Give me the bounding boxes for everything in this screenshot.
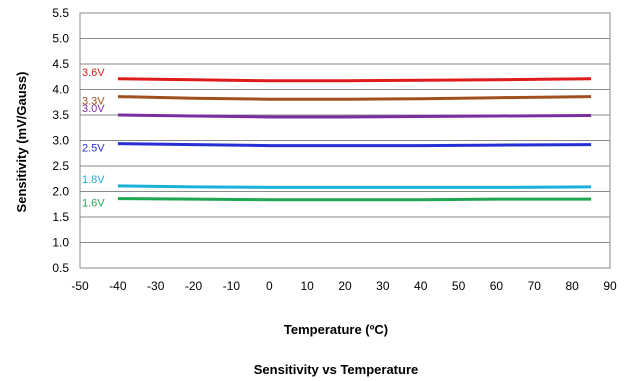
x-tick-label: 10 <box>300 279 314 293</box>
x-tick-label: 0 <box>266 279 273 293</box>
y-tick-label: 3.5 <box>52 108 69 122</box>
series-labels: 3.6V 3.3V3.0V 2.5V 1.8V 1.6V <box>82 67 105 210</box>
y-tick-label: 5.0 <box>52 32 69 46</box>
chart-title: Sensitivity vs Temperature <box>254 362 419 377</box>
x-tick-label: -20 <box>185 279 203 293</box>
series-label-5: 1.6V <box>82 198 105 210</box>
y-tick-label: 4.0 <box>52 83 69 97</box>
y-tick-label: 5.5 <box>52 6 69 20</box>
series-line-1 <box>117 95 592 101</box>
x-tick-label: 80 <box>565 279 579 293</box>
series-line-5 <box>117 197 592 202</box>
x-axis-title: Temperature (ºC) <box>284 322 388 337</box>
y-axis-title: Sensitivity (mV/Gauss) <box>14 72 29 213</box>
series-label-1: 3.3V <box>82 96 105 108</box>
grid-lines <box>80 12 610 269</box>
y-tick-label: 4.5 <box>52 57 69 71</box>
y-tick-label: 2.5 <box>52 159 69 173</box>
x-tick-label: 50 <box>452 279 466 293</box>
x-tick-label: -30 <box>147 279 165 293</box>
series-line-3 <box>117 142 592 148</box>
x-tick-label: 20 <box>338 279 352 293</box>
series-label-2: 3.0V <box>82 103 105 115</box>
y-tick-label: 1.0 <box>52 236 69 250</box>
x-tick-labels: -50 -40 -30 -20 -10 0 10 20 30 40 50 60 70 80 90 <box>71 279 617 293</box>
series-label-3: 2.5V <box>82 143 105 155</box>
y-tick-labels: 0.5 1.0 1.5 2.0 2.5 3.0 3.5 4.0 4.5 5.0 5.5 <box>52 6 69 275</box>
x-tick-label: -40 <box>109 279 127 293</box>
x-tick-label: 30 <box>376 279 390 293</box>
x-tick-label: -50 <box>71 279 89 293</box>
y-tick-label: 1.5 <box>52 210 69 224</box>
y-tick-label: 0.5 <box>52 261 69 275</box>
x-tick-label: 40 <box>414 279 428 293</box>
y-tick-label: 2.0 <box>52 185 69 199</box>
series-line-0 <box>117 77 592 83</box>
plot-area-frame <box>79 12 611 269</box>
series-label-0: 3.6V <box>82 67 105 79</box>
x-tick-label: 70 <box>528 279 542 293</box>
y-tick-label: 3.0 <box>52 134 69 148</box>
series-line-2 <box>117 113 592 119</box>
series-line-4 <box>117 184 592 189</box>
series-label-4: 1.8V <box>82 174 105 186</box>
series-lines <box>117 77 592 202</box>
x-tick-label: 90 <box>603 279 617 293</box>
x-tick-label: -10 <box>223 279 241 293</box>
x-tick-label: 60 <box>490 279 504 293</box>
